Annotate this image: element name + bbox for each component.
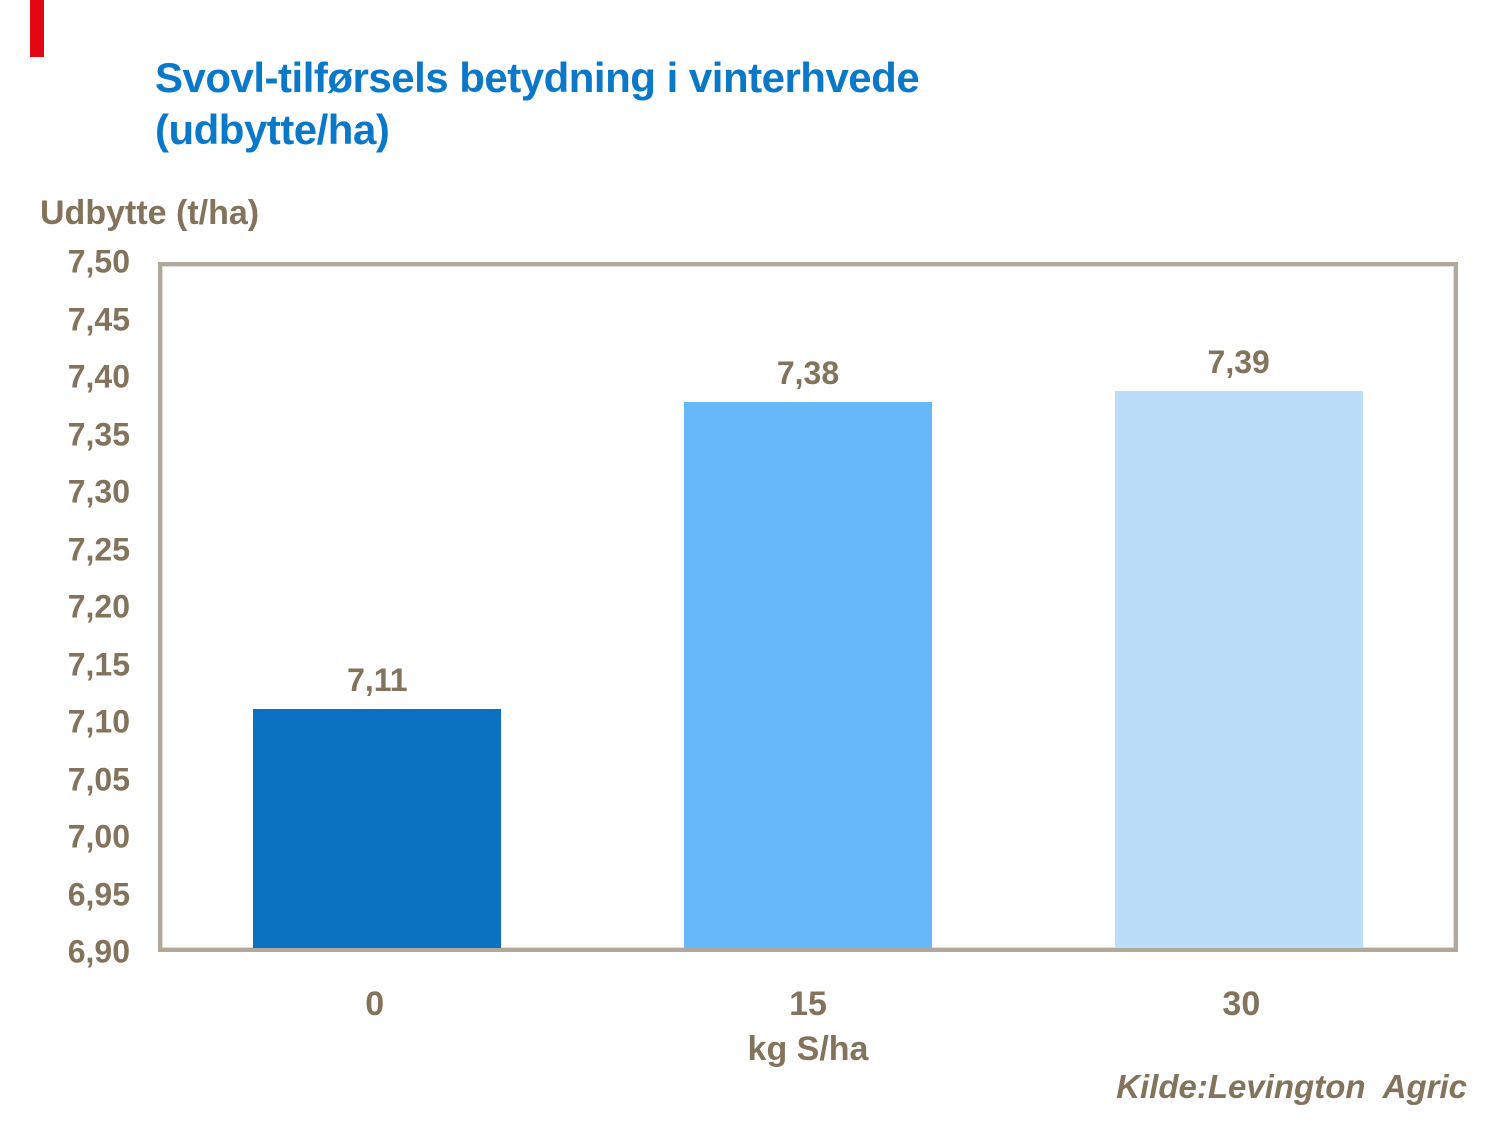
x-axis-tick-labels: 0 15 30 — [158, 985, 1458, 1024]
bar-value-label: 7,39 — [1207, 344, 1270, 381]
y-axis-tick-label: 7,25 — [67, 531, 130, 567]
y-axis-tick-labels: 7,50 7,45 7,40 7,35 7,30 7,25 7,20 7,15 7,10 7,05… — [0, 244, 130, 970]
bar-30-kg — [1114, 391, 1363, 948]
x-tick-label: 0 — [365, 985, 385, 1023]
source-note: Kilde:Levington Agric — [1116, 1068, 1467, 1105]
y-axis-tick-label: 7,50 — [67, 243, 130, 280]
x-tick-label: 15 — [789, 985, 827, 1023]
red-accent-bar — [30, 0, 44, 57]
y-axis-title: Udbytte (t/ha) — [40, 194, 260, 232]
bar-value-label: 7,38 — [776, 355, 840, 392]
bar-0-kg — [253, 709, 502, 948]
y-axis-tick-label: 7,15 — [67, 646, 130, 682]
slide-title: Svovl-tilførsels betydning i vinterhvede… — [155, 54, 920, 154]
bar-slot-2: 7,39 — [1023, 266, 1454, 948]
bar-slot-1: 7,38 — [593, 266, 1024, 948]
y-axis-tick-label: 7,30 — [67, 473, 130, 510]
bar-slot-0: 7,11 — [162, 266, 593, 948]
y-axis-tick-label: 7,00 — [67, 818, 130, 855]
y-axis-tick-label: 6,90 — [67, 933, 130, 970]
y-axis-tick-label: 7,45 — [67, 301, 130, 337]
y-axis-tick-label: 6,95 — [67, 876, 130, 912]
y-axis-tick-label: 7,35 — [67, 416, 130, 452]
bar-slots: 7,11 7,38 7,39 — [162, 266, 1454, 948]
y-axis-tick-label: 7,20 — [67, 588, 130, 625]
y-axis-tick-label: 7,05 — [67, 761, 130, 797]
x-tick-label: 30 — [1222, 985, 1261, 1023]
y-axis-tick-label: 7,40 — [67, 358, 130, 395]
bar-value-label: 7,11 — [347, 662, 408, 699]
bar-15-kg — [684, 402, 932, 948]
chart-plot-area: 7,11 7,38 7,39 — [158, 262, 1458, 952]
x-axis-title: kg S/ha — [747, 1030, 869, 1068]
y-axis-tick-label: 7,10 — [67, 703, 130, 740]
